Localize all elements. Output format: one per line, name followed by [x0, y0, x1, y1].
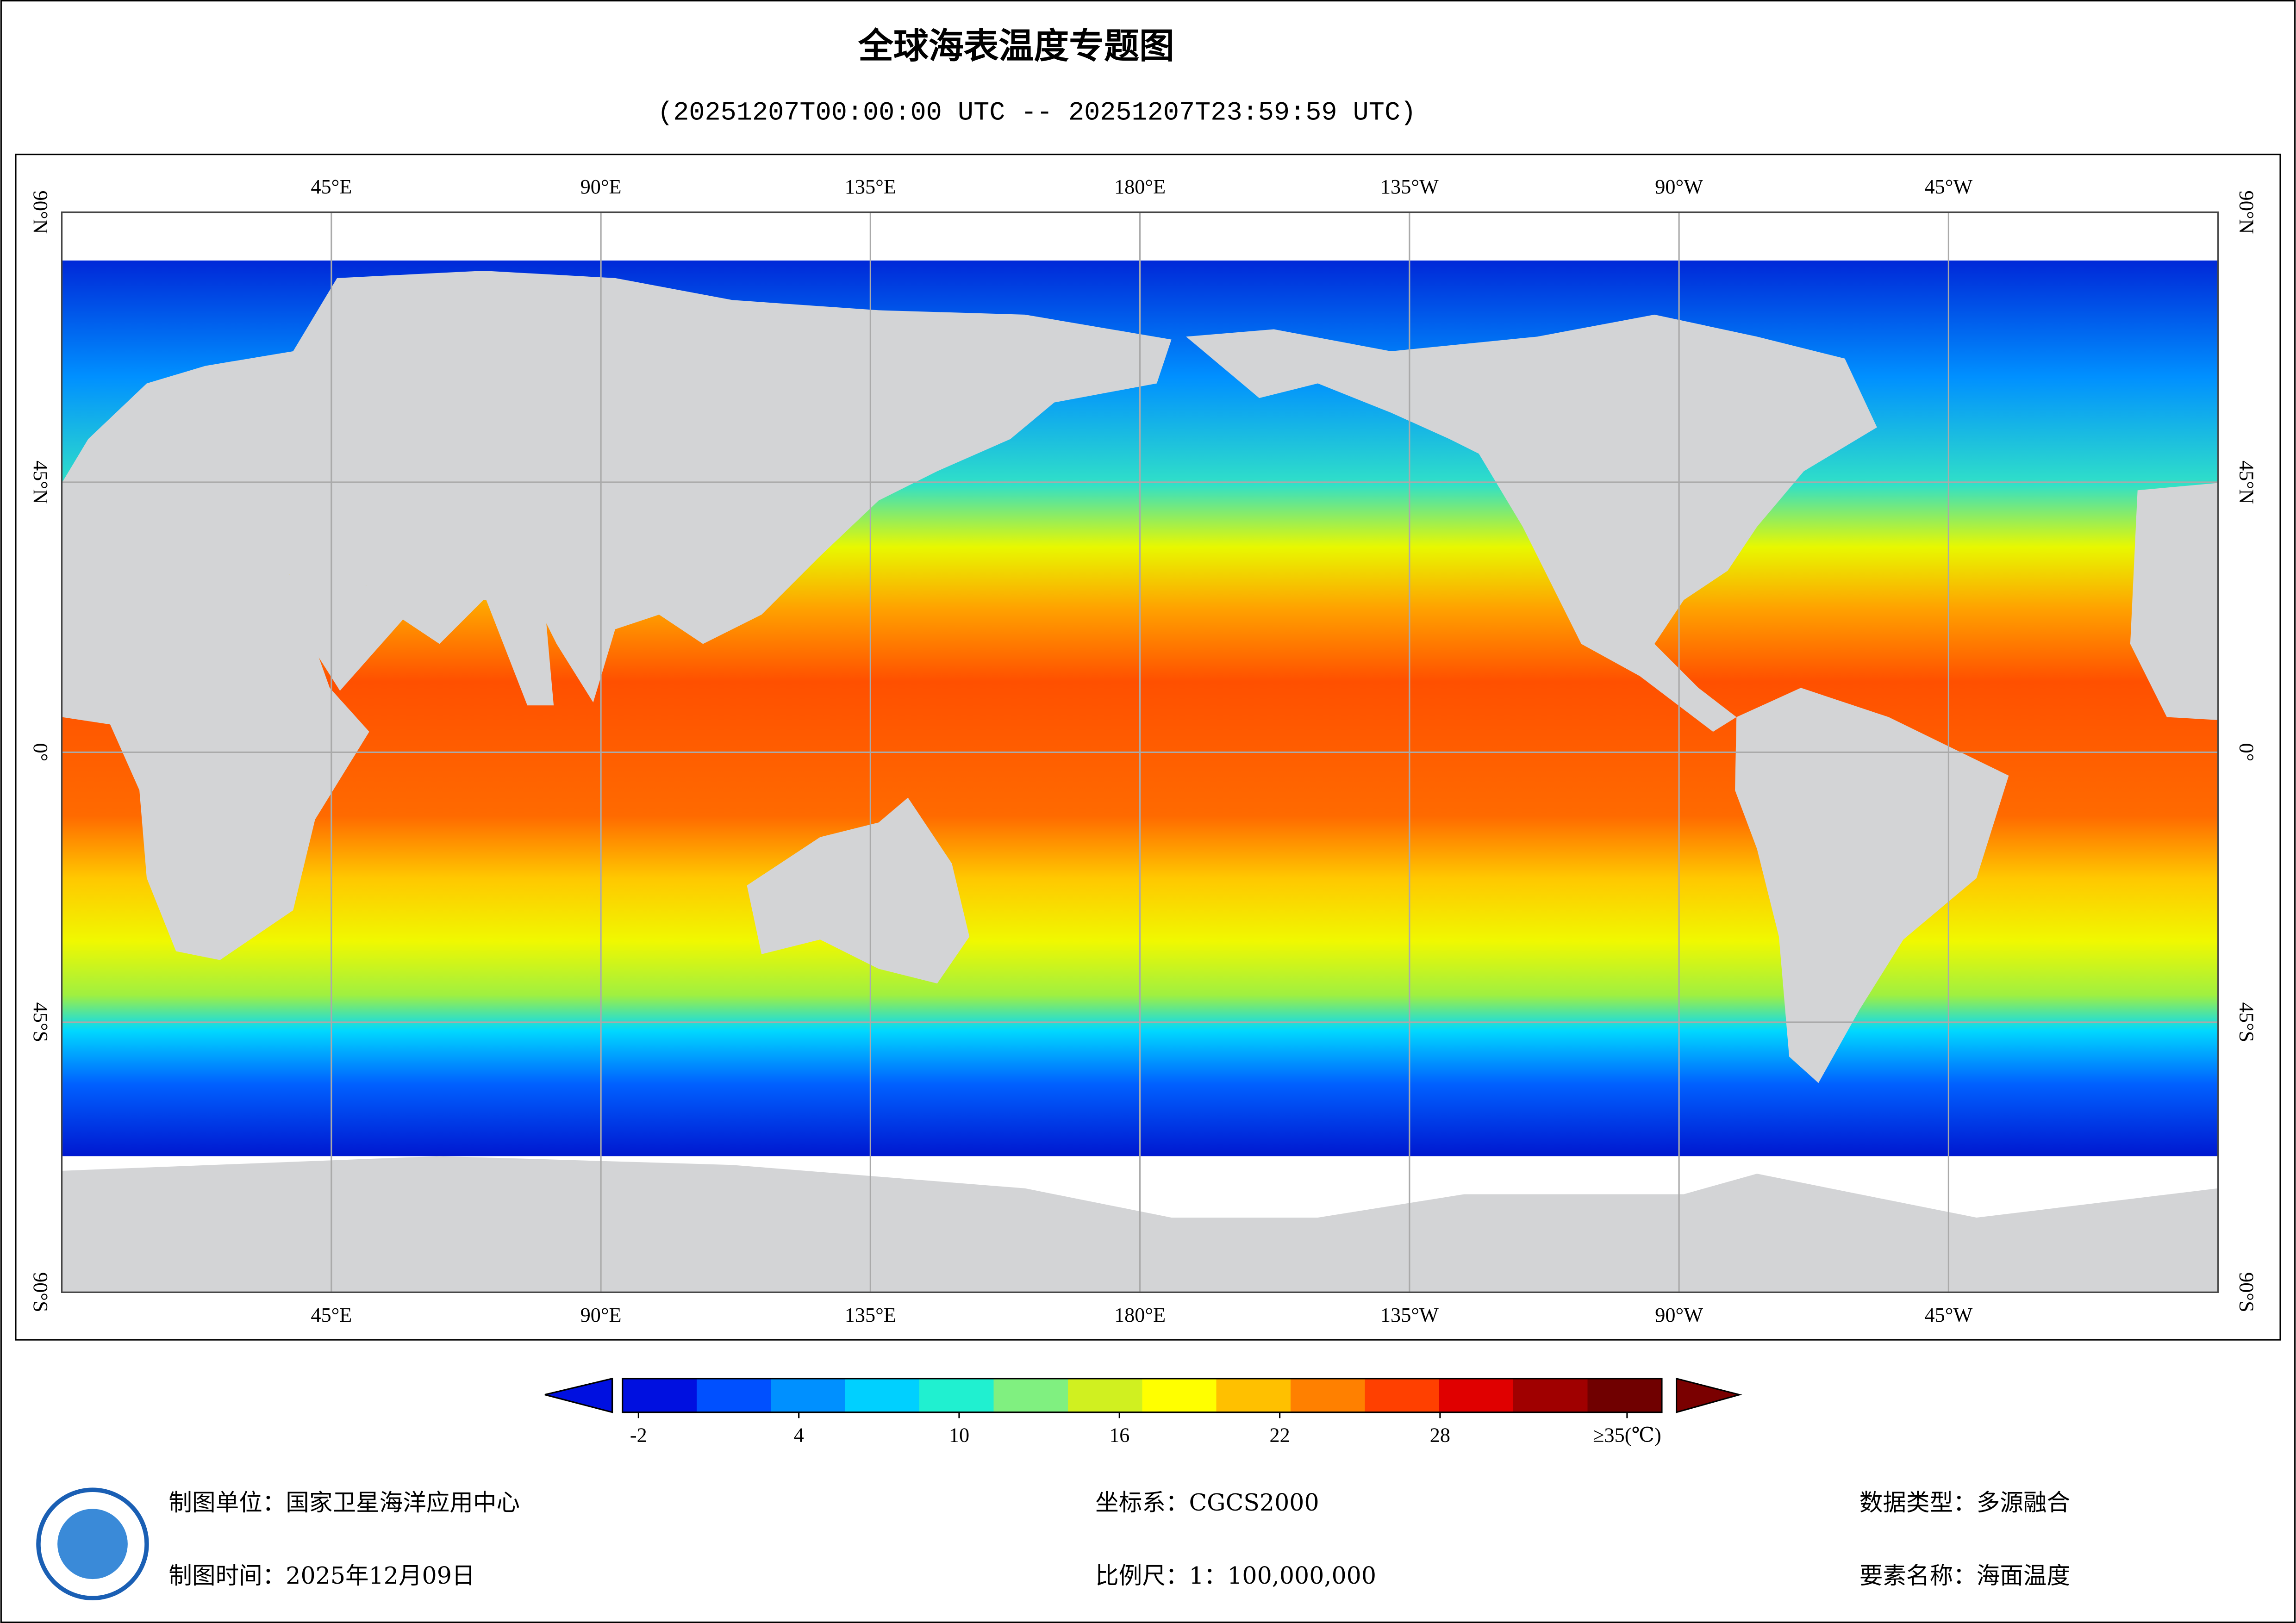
land [62, 271, 1172, 703]
land [62, 485, 369, 960]
colorbar-tick-label: 16 [1109, 1424, 1129, 1447]
x-tick-label: 45°E [311, 175, 352, 198]
y-tick-label: 45°N [29, 460, 52, 504]
logo [36, 1487, 149, 1600]
colorbar [622, 1378, 1663, 1413]
footer-time: 制图时间：2025年12月09日 [168, 1562, 475, 1589]
logo-globe [57, 1509, 128, 1579]
land [1735, 688, 2009, 1083]
title: 全球海表温度专题图 [858, 25, 1174, 66]
footer-scale: 比例尺：1：100,000,000 [1095, 1562, 1376, 1589]
y-tick-label: 90°S [29, 1272, 52, 1312]
y-tick-label: 0° [2235, 743, 2258, 762]
y-tick-label: 90°N [2235, 191, 2258, 234]
footer-unit: 制图单位：国家卫星海洋应用中心 [168, 1489, 520, 1516]
footer-element: 要素名称：海面温度 [1859, 1562, 2070, 1589]
y-tick-label: 90°S [2235, 1272, 2258, 1312]
y-tick-label: 90°N [29, 191, 52, 234]
colorbar-over-arrow [1676, 1377, 1742, 1413]
x-tick-label: 45°E [311, 1304, 352, 1326]
subtitle: (20251207T00:00:00 UTC -- 20251207T23:59… [657, 99, 1416, 128]
x-tick-label: 135°E [845, 1304, 896, 1326]
x-tick-label: 180°E [1114, 1304, 1166, 1326]
x-tick-label: 90°W [1655, 1304, 1703, 1326]
land [263, 571, 554, 706]
colorbar-tick-label: ≥35(℃) [1593, 1424, 1661, 1447]
colorbar-tick-label: 4 [794, 1424, 804, 1447]
x-tick-label: 90°E [580, 1304, 622, 1326]
colorbar-tick-label: 22 [1269, 1424, 1290, 1447]
colorbar-under-arrow [544, 1377, 613, 1413]
y-tick-label: 45°S [2235, 1002, 2258, 1043]
x-tick-label: 180°E [1114, 175, 1166, 198]
colorbar-tick-label: 10 [949, 1424, 969, 1447]
colorbar-tick-label: -2 [630, 1424, 647, 1447]
land [1186, 314, 1877, 732]
y-tick-label: 0° [29, 743, 52, 762]
x-tick-label: 90°W [1655, 175, 1703, 198]
x-tick-label: 135°W [1380, 175, 1439, 198]
x-tick-label: 90°E [580, 175, 622, 198]
map-frame [15, 154, 2281, 1341]
land [2130, 483, 2218, 720]
y-tick-label: 45°S [29, 1002, 52, 1043]
y-tick-label: 45°N [2235, 460, 2258, 504]
map-border [61, 211, 2219, 1293]
map [61, 211, 2219, 1293]
x-tick-label: 45°W [1925, 1304, 1973, 1326]
footer-data-type: 数据类型：多源融合 [1859, 1489, 2070, 1516]
x-tick-label: 45°W [1925, 175, 1973, 198]
x-tick-label: 135°W [1380, 1304, 1439, 1326]
colorbar-tick-label: 28 [1430, 1424, 1450, 1447]
x-tick-label: 135°E [845, 175, 896, 198]
footer-crs: 坐标系：CGCS2000 [1095, 1489, 1319, 1516]
land [747, 797, 970, 984]
